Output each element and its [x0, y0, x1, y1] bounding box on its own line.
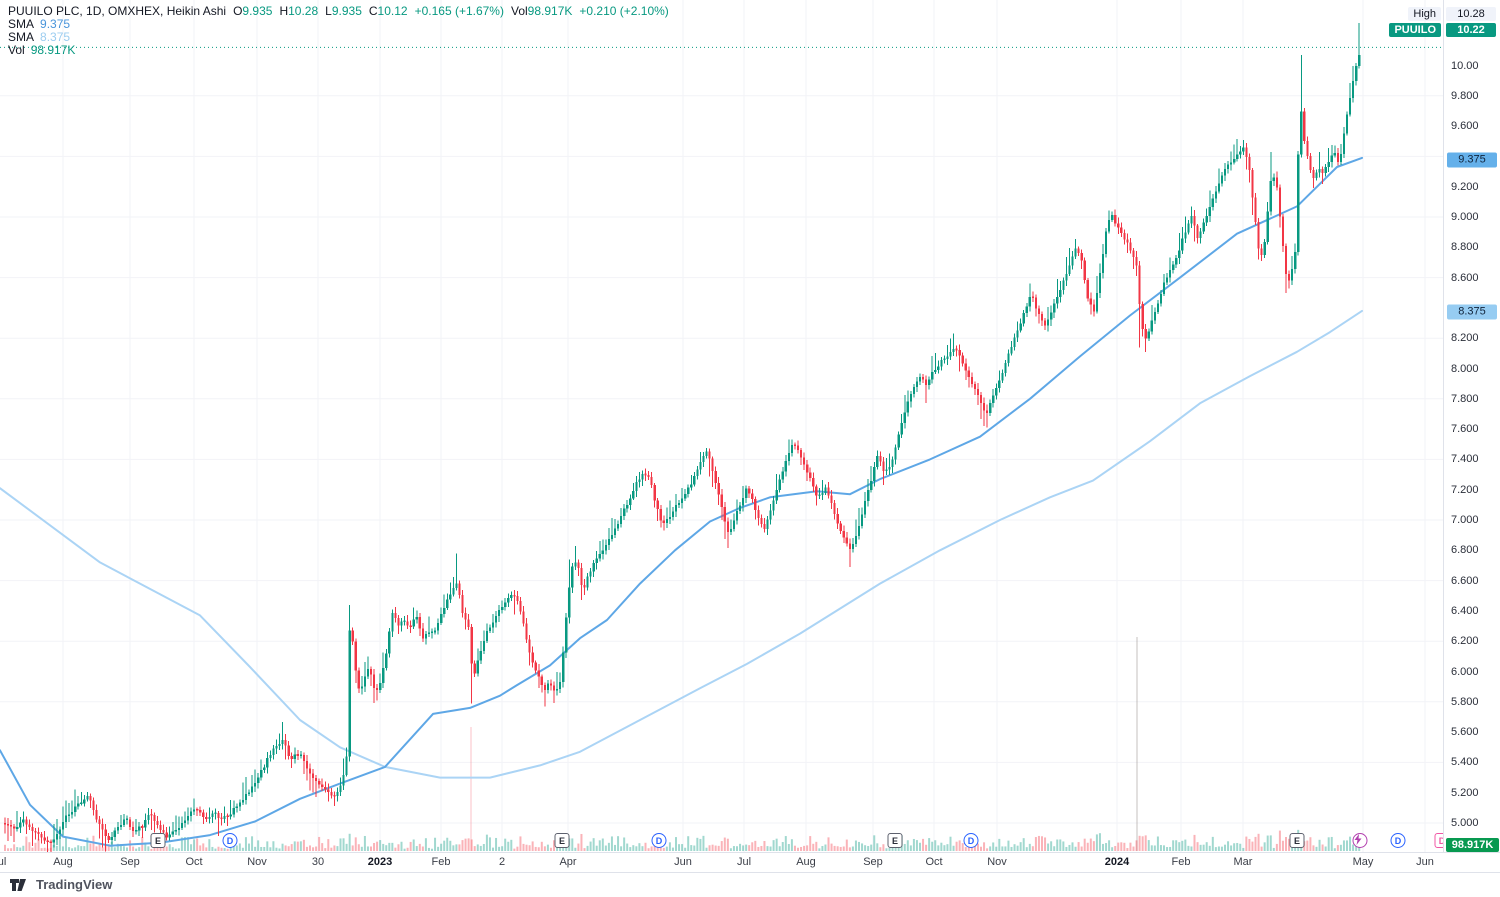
- time-tick-label: Aug: [796, 856, 816, 868]
- chart-legend: PUUILO PLC, 1D, OMXHEX, Heikin Ashi O 9.9…: [8, 5, 669, 57]
- low-value: L 9.935: [325, 4, 362, 18]
- time-tick-label: Feb: [1171, 856, 1191, 868]
- time-tick-label: May: [1352, 856, 1374, 868]
- price-tick-label: 6.400: [1451, 604, 1479, 617]
- price-tick-label: 5.400: [1451, 756, 1479, 769]
- time-tick-label: Feb: [431, 856, 451, 868]
- open-value: O 9.935: [233, 4, 273, 18]
- time-tick-label: Oct: [185, 856, 203, 868]
- time-tick-label: Jun: [1416, 856, 1434, 868]
- time-tick-label: 2024: [1104, 856, 1130, 868]
- price-tick-label: 9.600: [1451, 120, 1479, 133]
- price-tick-label: 7.400: [1451, 453, 1479, 466]
- time-axis[interactable]: ul Aug Sep Oct Nov 30 2023 Feb 2 Apr Jun Jul Aug Sep O…: [0, 852, 1500, 873]
- volume-value: Vol 98.917K: [510, 4, 573, 18]
- time-tick-label: Aug: [53, 856, 73, 868]
- time-tick-label: Nov: [247, 856, 267, 868]
- time-tick-label: Mar: [1233, 856, 1253, 868]
- earnings-marker-icon[interactable]: E: [887, 833, 903, 848]
- symbol-badge: PUUILO: [1389, 23, 1441, 37]
- volume-change-value: +0.210 (+2.10%): [579, 4, 669, 18]
- sma2-value: 8.375: [40, 30, 71, 44]
- sma1-price-badge: 9.375: [1447, 152, 1497, 168]
- volume-layer: [4, 829, 1361, 851]
- price-tick-label: 9.000: [1451, 211, 1479, 223]
- earnings-marker-icon[interactable]: E: [554, 833, 570, 848]
- time-tick-label: Jul: [736, 856, 752, 868]
- symbol-title[interactable]: PUUILO PLC, 1D, OMXHEX, Heikin Ashi: [8, 4, 227, 18]
- legend-main-row: PUUILO PLC, 1D, OMXHEX, Heikin Ashi O 9.9…: [8, 5, 669, 18]
- price-tick-label: 6.200: [1451, 635, 1479, 648]
- time-tick-label: ul: [0, 856, 7, 868]
- time-tick-label: Jun: [674, 856, 692, 868]
- attribution-text[interactable]: TradingView: [36, 876, 113, 892]
- price-axis[interactable]: 10.00 9.800 9.600 9.200 9.000 8.800 8.600 8.200…: [1443, 0, 1500, 871]
- price-tick-label: 7.600: [1451, 423, 1479, 436]
- dividend-marker-icon[interactable]: D: [1390, 833, 1406, 848]
- price-tick-label: 9.800: [1451, 89, 1479, 102]
- session-high-value: 10.28: [1446, 7, 1496, 21]
- time-tick-label: 30: [311, 856, 325, 868]
- price-tick-label: 8.800: [1451, 241, 1479, 254]
- price-tick-label: 7.200: [1451, 483, 1479, 496]
- high-value: H 10.28: [279, 4, 319, 18]
- legend-sma2-row[interactable]: SMA 8.375: [8, 30, 71, 44]
- price-tick-label: 5.200: [1451, 786, 1479, 799]
- price-tick-label: 8.000: [1451, 362, 1479, 375]
- attribution-bar: TradingView: [0, 871, 1500, 897]
- change-value: +0.165 (+1.67%): [414, 4, 504, 18]
- dividend-marker-icon[interactable]: D: [651, 833, 667, 848]
- time-tick-label: Apr: [559, 856, 577, 868]
- time-tick-label: Oct: [925, 856, 943, 868]
- close-value: C 10.12: [368, 4, 408, 18]
- time-tick-label: 2023: [367, 856, 393, 868]
- price-tick-label: 10.00: [1451, 59, 1479, 72]
- earnings-marker-icon[interactable]: E: [1289, 833, 1305, 848]
- sma1-value: 9.375: [40, 17, 71, 31]
- volume-axis-badge: 98.917K: [1446, 838, 1499, 852]
- candles-layer: [3, 23, 1361, 852]
- sma-lines-layer: [0, 156, 1363, 847]
- main-chart-canvas[interactable]: [0, 0, 1443, 852]
- price-tick-label: 5.000: [1451, 817, 1479, 829]
- price-tick-label: 6.600: [1451, 574, 1479, 587]
- vol-row-value: 98.917K: [30, 43, 76, 57]
- time-tick-label: 2: [498, 856, 506, 868]
- grid-layer: [0, 0, 1443, 852]
- event-lines-layer: [470, 637, 1138, 851]
- price-tick-label: 9.200: [1451, 180, 1479, 193]
- flash-marker-icon[interactable]: [1352, 833, 1368, 848]
- time-tick-label: Sep: [120, 856, 140, 868]
- price-tick-label: 6.800: [1451, 544, 1479, 557]
- legend-sma1-row[interactable]: SMA 9.375: [8, 17, 71, 31]
- earnings-marker-icon[interactable]: E: [150, 833, 166, 848]
- price-tick-label: 6.000: [1451, 665, 1479, 678]
- sma2-price-badge: 8.375: [1447, 304, 1497, 320]
- time-tick-label: Sep: [863, 856, 883, 868]
- dividend-marker-icon[interactable]: D: [963, 833, 979, 848]
- session-high-label: High: [1408, 7, 1441, 21]
- price-tick-label: 7.000: [1451, 514, 1479, 526]
- price-tick-label: 5.600: [1451, 726, 1479, 739]
- tradingview-logo-icon[interactable]: [9, 877, 30, 892]
- last-price-badge: 10.22: [1446, 23, 1496, 37]
- price-tick-label: 8.200: [1451, 332, 1479, 345]
- price-tick-label: 5.800: [1451, 695, 1479, 708]
- price-tick-label: 7.800: [1451, 392, 1479, 405]
- price-tick-label: 8.600: [1451, 271, 1479, 284]
- split-marker-icon[interactable]: D: [1434, 833, 1443, 848]
- legend-vol-row[interactable]: Vol 98.917K: [8, 43, 76, 57]
- time-tick-label: Nov: [987, 856, 1007, 868]
- dividend-marker-icon[interactable]: D: [222, 833, 238, 848]
